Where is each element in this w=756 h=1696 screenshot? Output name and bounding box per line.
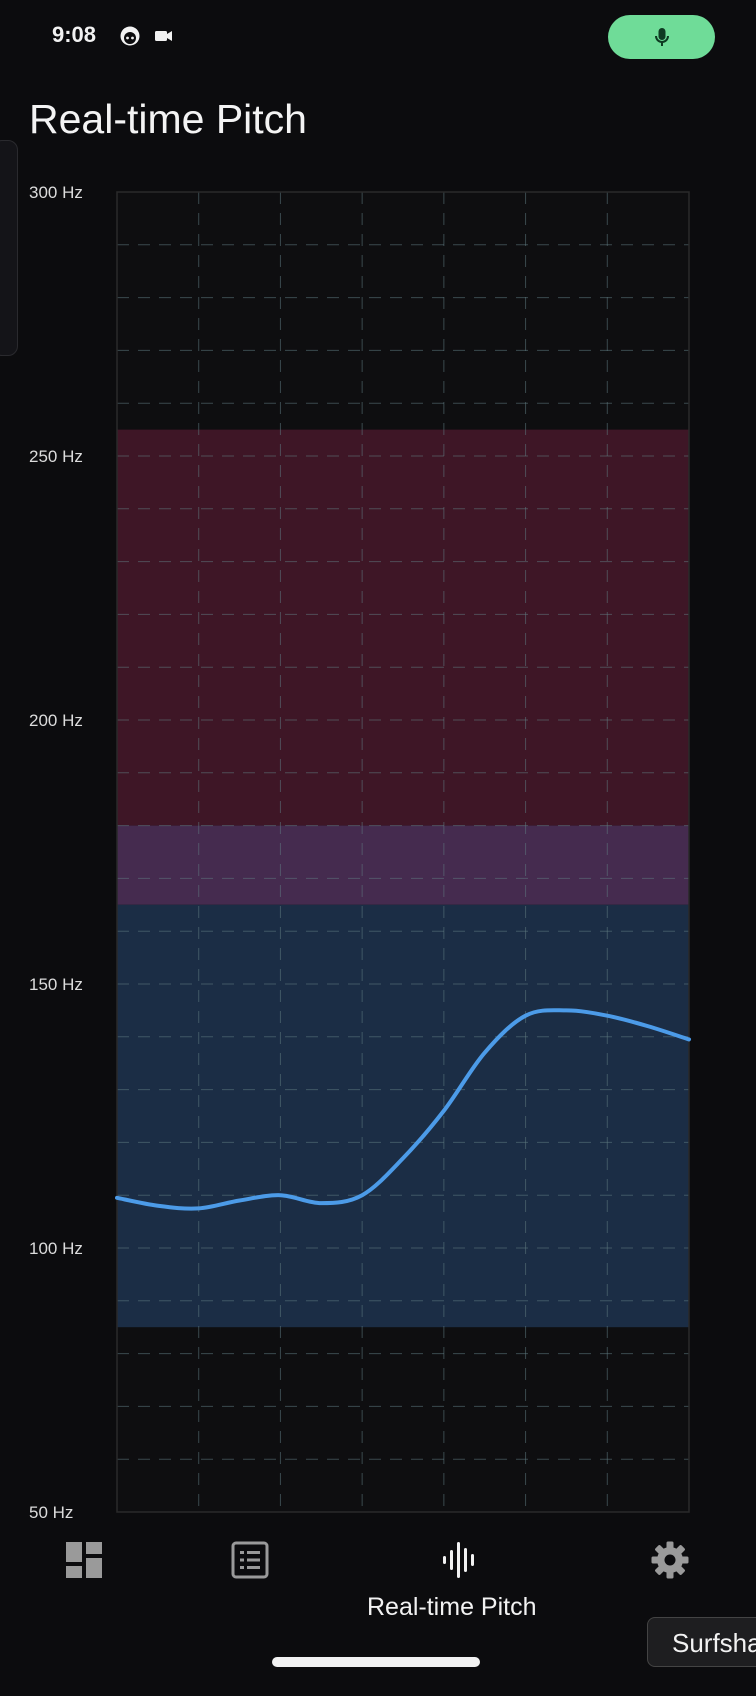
home-gesture-bar[interactable] (272, 1657, 480, 1667)
bottom-navigation: Real-time Pitch (0, 1528, 756, 1640)
nav-label-realtime-pitch: Real-time Pitch (367, 1593, 537, 1621)
y-tick-label: 250 Hz (29, 447, 83, 466)
microphone-indicator[interactable] (608, 15, 715, 59)
tooltip: Surfshark (647, 1617, 756, 1667)
app-notification-icon (118, 24, 142, 48)
y-tick-label: 50 Hz (29, 1503, 73, 1522)
page-title: Real-time Pitch (29, 96, 307, 142)
waveform-icon (443, 1542, 474, 1578)
pitch-range-band-0 (117, 429, 689, 826)
nav-list[interactable] (218, 1528, 282, 1628)
list-icon (231, 1541, 269, 1579)
y-tick-label: 150 Hz (29, 975, 83, 994)
y-tick-label: 100 Hz (29, 1239, 83, 1258)
gear-icon (651, 1541, 689, 1579)
status-time: 9:08 (52, 22, 97, 47)
pitch-range-band-2 (117, 904, 689, 1328)
pitch-chart: 300 Hz 250 Hz 200 Hz 150 Hz 100 Hz 50 Hz (29, 183, 691, 1522)
status-bar: 9:08 (0, 0, 756, 74)
pitch-range-band-1 (117, 825, 689, 905)
edge-panel-handle[interactable] (0, 140, 18, 356)
microphone-icon (655, 28, 669, 46)
video-camera-icon (152, 24, 176, 48)
nav-realtime-pitch[interactable]: Real-time Pitch (360, 1528, 560, 1628)
nav-settings[interactable] (638, 1528, 702, 1628)
plot-frame (116, 191, 690, 1513)
y-tick-label: 300 Hz (29, 183, 83, 202)
y-tick-label: 200 Hz (29, 711, 83, 730)
dashboard-icon (66, 1542, 102, 1578)
nav-dashboard[interactable] (52, 1528, 116, 1628)
